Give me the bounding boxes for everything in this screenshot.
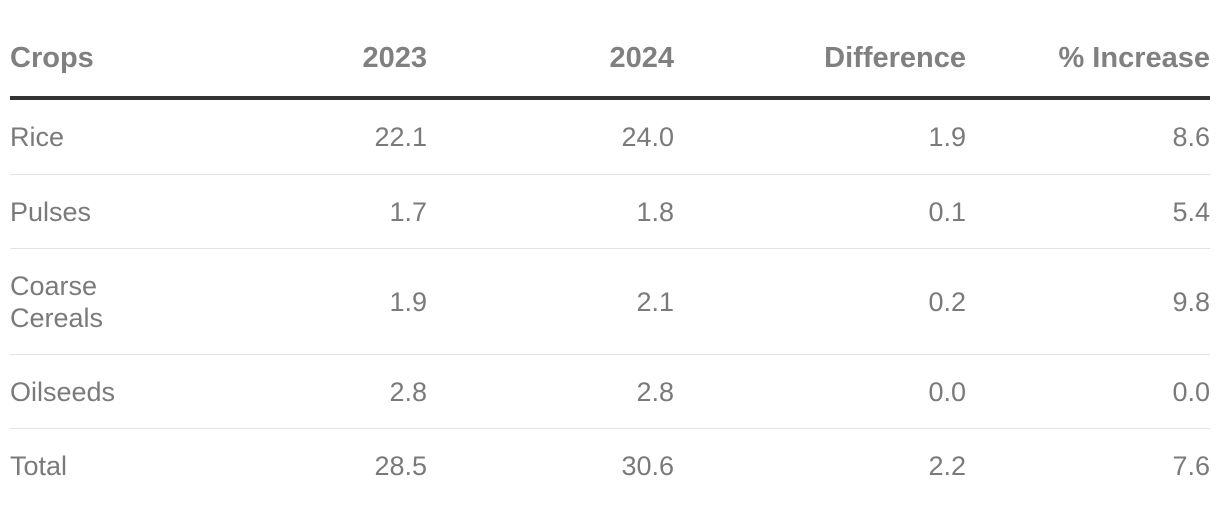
cell-pct-increase: 7.6 bbox=[1172, 451, 1210, 481]
cell-2023: 1.9 bbox=[389, 286, 427, 317]
cell-crop: Rice bbox=[10, 121, 260, 153]
cell-2023: 1.7 bbox=[389, 196, 427, 227]
table-row: Coarse Cereals 1.9 2.1 0.2 9.8 bbox=[10, 249, 1210, 355]
crop-label: Rice bbox=[10, 122, 65, 152]
cell-difference: 2.2 bbox=[928, 451, 966, 481]
cell-pct-increase: 9.8 bbox=[1172, 286, 1210, 317]
header-2023: 2023 bbox=[362, 42, 427, 75]
cell-pct-increase: 0.0 bbox=[1172, 376, 1210, 407]
cell-crop: Pulses bbox=[10, 196, 260, 228]
cell-2024: 2.8 bbox=[636, 376, 674, 407]
header-difference: Difference bbox=[824, 42, 966, 75]
header-2024: 2024 bbox=[609, 42, 674, 75]
cell-difference: 0.2 bbox=[928, 286, 966, 317]
crop-label: Total bbox=[10, 451, 68, 481]
cell-pct-increase: 5.4 bbox=[1172, 196, 1210, 227]
crop-label: Oilseeds bbox=[10, 376, 116, 407]
cell-2024: 2.1 bbox=[636, 286, 674, 317]
crop-label: Coarse Cereals bbox=[10, 270, 104, 333]
cell-difference: 0.1 bbox=[928, 196, 966, 227]
header-crops: Crops bbox=[10, 42, 94, 75]
cell-2024: 30.6 bbox=[621, 451, 674, 481]
cell-crop: Coarse Cereals bbox=[10, 270, 260, 334]
table-row: Oilseeds 2.8 2.8 0.0 0.0 bbox=[10, 355, 1210, 429]
cell-pct-increase: 8.6 bbox=[1172, 122, 1210, 152]
cell-2023: 2.8 bbox=[389, 376, 427, 407]
cell-2023: 22.1 bbox=[374, 122, 427, 152]
header-pct-increase: % Increase bbox=[1058, 42, 1210, 75]
cell-difference: 0.0 bbox=[928, 376, 966, 407]
crop-label: Pulses bbox=[10, 196, 92, 227]
cell-2023: 28.5 bbox=[374, 451, 427, 481]
table-row: Rice 22.1 24.0 1.9 8.6 bbox=[10, 100, 1210, 175]
table-row: Total 28.5 30.6 2.2 7.6 bbox=[10, 429, 1210, 503]
cell-difference: 1.9 bbox=[928, 122, 966, 152]
table-header-row: Crops 2023 2024 Difference % Increase bbox=[10, 0, 1210, 100]
cell-2024: 24.0 bbox=[621, 122, 674, 152]
cell-crop: Oilseeds bbox=[10, 376, 260, 408]
table-row: Pulses 1.7 1.8 0.1 5.4 bbox=[10, 175, 1210, 249]
cell-crop: Total bbox=[10, 450, 260, 482]
crop-table: Crops 2023 2024 Difference % Increase Ri… bbox=[10, 0, 1210, 503]
cell-2024: 1.8 bbox=[636, 196, 674, 227]
